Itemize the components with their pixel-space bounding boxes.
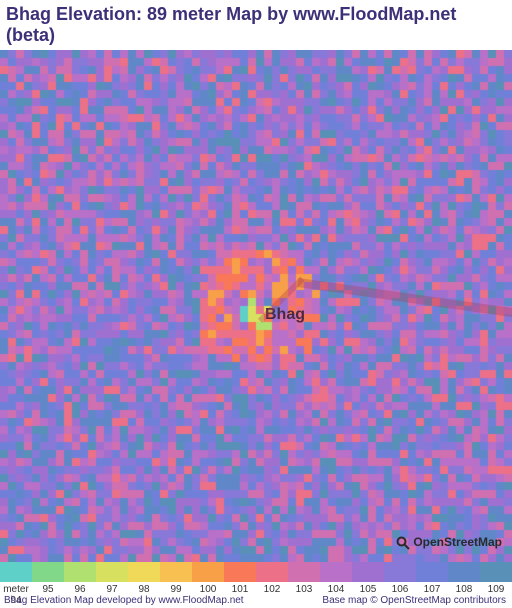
legend-swatch	[224, 562, 256, 582]
legend-label: 103	[288, 584, 320, 606]
legend-swatch	[160, 562, 192, 582]
legend-swatch	[256, 562, 288, 582]
legend-swatch	[0, 562, 32, 582]
legend-swatch	[384, 562, 416, 582]
legend-swatch	[448, 562, 480, 582]
legend-label: 102	[256, 584, 288, 606]
legend-swatch	[64, 562, 96, 582]
credit-right: Base map © OpenStreetMap contributors	[322, 595, 506, 606]
page-title: Bhag Elevation: 89 meter Map by www.Floo…	[0, 0, 512, 50]
legend-swatch	[480, 562, 512, 582]
color-legend	[0, 562, 512, 582]
elevation-map: Bhag OpenStreetMap	[0, 50, 512, 562]
osm-attribution: OpenStreetMap	[396, 535, 502, 550]
credit-left: Bhag Elevation Map developed by www.Floo…	[4, 595, 244, 606]
legend-swatch	[32, 562, 64, 582]
legend-swatch	[192, 562, 224, 582]
legend-swatch	[352, 562, 384, 582]
legend-swatch	[96, 562, 128, 582]
osm-logo-text: OpenStreetMap	[413, 535, 502, 549]
legend-swatch	[320, 562, 352, 582]
footer: meter 9495969798991001011021031041051061…	[0, 562, 512, 608]
legend-swatch	[416, 562, 448, 582]
legend-swatch	[288, 562, 320, 582]
legend-swatch	[128, 562, 160, 582]
